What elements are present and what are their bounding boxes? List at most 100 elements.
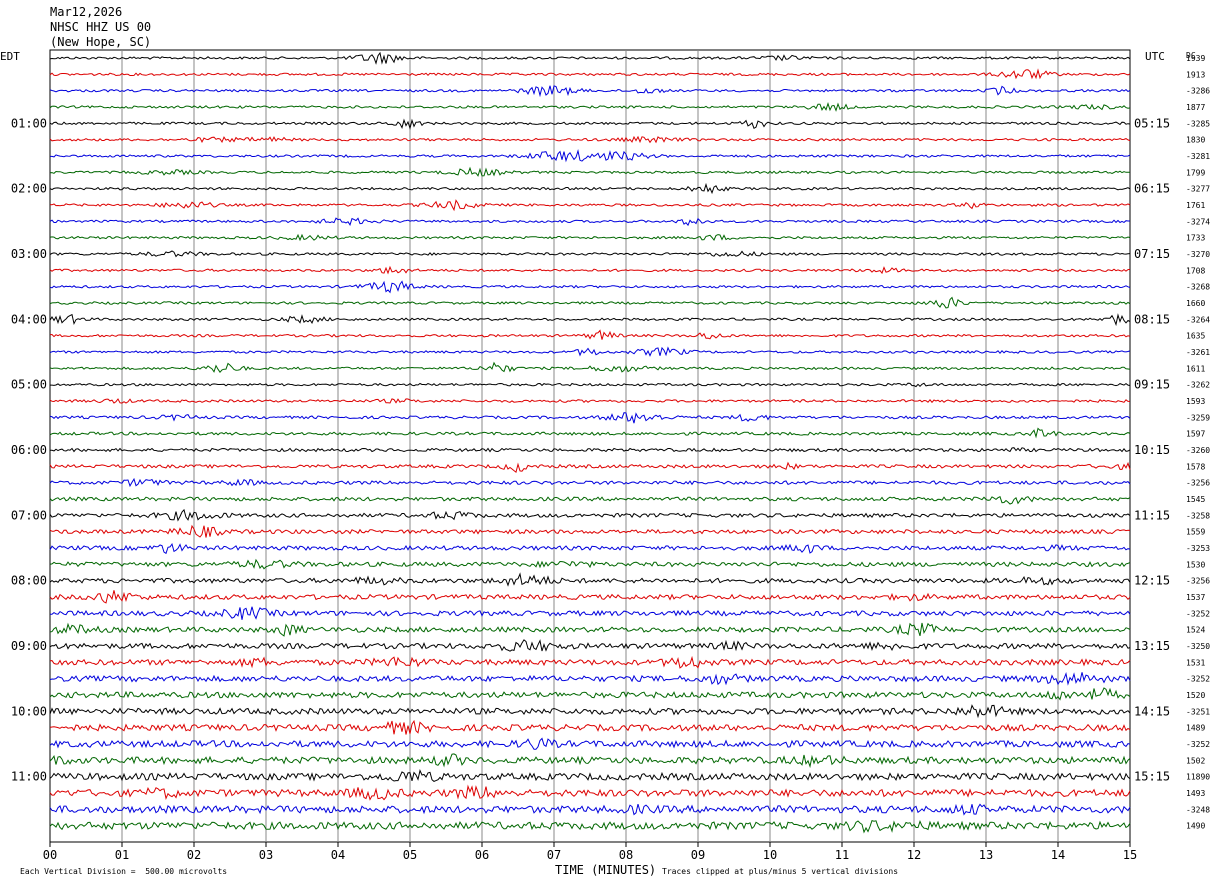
x-tick-label: 12 [907, 848, 921, 862]
x-tick-label: 10 [763, 848, 777, 862]
utc-hour-label: 07:15 [1134, 247, 1170, 261]
dc-offset-label: 1761 [1186, 201, 1205, 210]
edt-hour-label: 06:00 [11, 443, 47, 457]
seismic-trace [49, 769, 1131, 782]
dc-offset-label: 1490 [1186, 822, 1205, 831]
edt-hour-label: 03:00 [11, 247, 47, 261]
dc-offset-label: 1559 [1186, 528, 1205, 537]
edt-hour-label: 02:00 [11, 182, 47, 196]
seismic-trace [49, 85, 1131, 98]
seismic-trace [49, 622, 1131, 637]
dc-offset-label: 1733 [1186, 234, 1205, 243]
seismic-trace [49, 101, 1131, 112]
seismic-trace [49, 655, 1131, 669]
utc-hour-label: 13:15 [1134, 639, 1170, 653]
dc-offset-label: -32536 [1186, 544, 1210, 553]
dc-offset-label: -32626 [1186, 381, 1210, 390]
dc-offset-label: 1531 [1186, 658, 1205, 667]
seismic-trace [49, 346, 1131, 357]
dc-offset-label: 1913 [1186, 70, 1205, 79]
utc-hour-label: 14:15 [1134, 704, 1170, 718]
dc-offset-label: -32702 [1186, 250, 1210, 259]
dc-offset-label: -32523 [1186, 740, 1210, 749]
dc-offset-label: 1520 [1186, 691, 1205, 700]
dc-offset-label: -32480 [1186, 805, 1210, 814]
seismic-trace [49, 542, 1131, 555]
header-location: (New Hope, SC) [50, 35, 152, 49]
seismic-trace [49, 572, 1131, 587]
dc-offset-label: -32619 [1186, 348, 1210, 357]
dc-offset-label: -32566 [1186, 577, 1210, 586]
dc-offset-label: -32526 [1186, 675, 1210, 684]
seismic-trace [49, 280, 1131, 294]
x-tick-label: 03 [259, 848, 273, 862]
dc-offset-label: 1939 [1186, 54, 1205, 63]
seismic-trace [49, 819, 1131, 834]
edt-hour-label: 10:00 [11, 704, 47, 718]
seismic-trace [49, 68, 1131, 80]
seismic-trace [49, 182, 1131, 195]
seismic-trace [49, 639, 1131, 652]
edt-hour-label: 09:00 [11, 639, 47, 653]
dc-offset-label: -32680 [1186, 283, 1210, 292]
dc-offset-label: -32778 [1186, 185, 1210, 194]
seismic-trace [49, 803, 1131, 816]
utc-hour-label: 08:15 [1134, 312, 1170, 326]
seismic-trace [49, 135, 1131, 144]
seismic-trace [49, 265, 1131, 275]
seismic-trace [49, 361, 1131, 374]
header-date: Mar12,2026 [50, 5, 123, 19]
x-tick-label: 04 [331, 848, 345, 862]
dc-offset-label: 1524 [1186, 626, 1205, 635]
x-tick-label: 15 [1123, 848, 1137, 862]
x-tick-label: 09 [691, 848, 705, 862]
dc-offset-label: -32607 [1186, 446, 1210, 455]
seismic-trace [49, 737, 1131, 750]
edt-hour-label: 08:00 [11, 574, 47, 588]
seismic-trace [49, 558, 1131, 570]
dc-offset-label: -32520 [1186, 609, 1210, 618]
x-tick-label: 06 [475, 848, 489, 862]
dc-offset-label: 1578 [1186, 462, 1205, 471]
edt-hour-label: 01:00 [11, 116, 47, 130]
utc-hour-label: 06:15 [1134, 182, 1170, 196]
seismic-trace [49, 671, 1131, 686]
seismic-trace [49, 784, 1131, 801]
seismic-trace [49, 296, 1131, 309]
dc-offset-label: -32852 [1186, 119, 1210, 128]
seismic-trace [49, 704, 1131, 719]
seismic-trace [50, 149, 1131, 163]
utc-hour-label: 05:15 [1134, 116, 1170, 130]
seismic-trace [49, 199, 1131, 212]
seismic-trace [49, 313, 1131, 327]
dc-offset-label: -32647 [1186, 315, 1210, 324]
left-zone-label: EDT [0, 50, 20, 63]
seismic-trace [49, 398, 1130, 404]
edt-hour-label: 11:00 [11, 770, 47, 784]
x-tick-label: 11 [835, 848, 849, 862]
seismic-trace [49, 118, 1131, 130]
seismic-trace [49, 753, 1131, 769]
seismic-trace [50, 382, 1131, 388]
x-tick-label: 02 [187, 848, 201, 862]
dc-offset-label: 1611 [1186, 364, 1205, 373]
dc-offset-label: 1545 [1186, 495, 1205, 504]
seismic-trace [49, 427, 1131, 439]
seismic-trace [49, 447, 1131, 453]
seismic-trace [49, 495, 1131, 505]
dc-offset-label: -32503 [1186, 642, 1210, 651]
edt-hour-label: 04:00 [11, 312, 47, 326]
clip-note: Traces clipped at plus/minus 5 vertical … [662, 867, 899, 876]
scale-note: Each Vertical Division = 500.00 microvol… [20, 867, 228, 876]
right-zone-label: UTC [1145, 50, 1165, 63]
dc-offset-label: 1489 [1186, 724, 1205, 733]
dc-offset-label: 11890 [1186, 773, 1210, 782]
seismic-trace [49, 412, 1131, 424]
seismic-trace [49, 166, 1131, 177]
dc-offset-label: 1597 [1186, 430, 1205, 439]
dc-offset-label: 1877 [1186, 103, 1205, 112]
utc-hour-label: 15:15 [1134, 770, 1170, 784]
x-tick-label: 14 [1051, 848, 1065, 862]
utc-hour-label: 10:15 [1134, 443, 1170, 457]
